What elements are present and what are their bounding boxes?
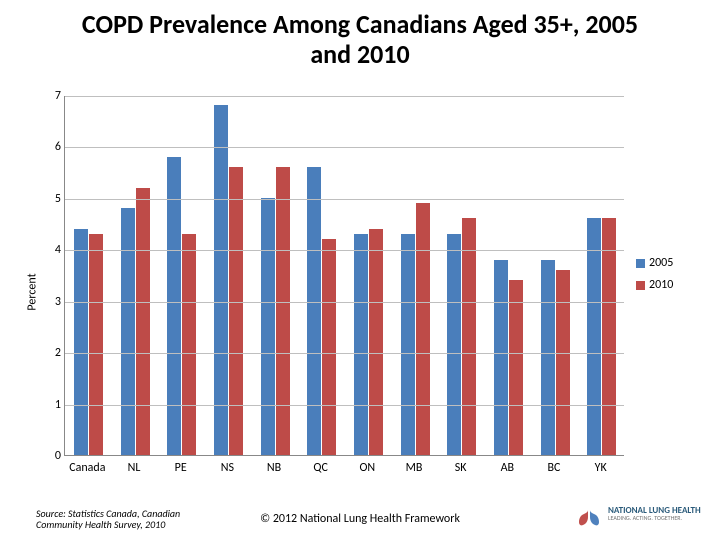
bar-2010-QC bbox=[322, 239, 336, 455]
bar-2010-NS bbox=[229, 167, 243, 455]
bar-2005-Canada bbox=[74, 229, 88, 455]
bar-2010-NB bbox=[276, 167, 290, 455]
copyright-text: © 2012 National Lung Health Framework bbox=[260, 512, 460, 526]
grid-line bbox=[65, 353, 624, 354]
plot-area: 01234567 bbox=[64, 96, 624, 456]
grid-line bbox=[65, 96, 624, 97]
grid-line bbox=[65, 250, 624, 251]
legend-label-2005: 2005 bbox=[649, 256, 673, 270]
lung-icon bbox=[574, 498, 604, 528]
y-tick: 2 bbox=[45, 346, 61, 360]
bar-2010-AB bbox=[509, 280, 523, 455]
x-tick: ON bbox=[359, 461, 375, 475]
bar-2010-YK bbox=[602, 218, 616, 455]
bar-2010-BC bbox=[556, 270, 570, 455]
y-tick: 0 bbox=[45, 449, 61, 463]
bar-2010-ON bbox=[369, 229, 383, 455]
x-tick: SK bbox=[455, 461, 467, 475]
bar-2010-Canada bbox=[89, 234, 103, 455]
y-tick: 1 bbox=[45, 398, 61, 412]
y-tick: 3 bbox=[45, 295, 61, 309]
bar-2005-NL bbox=[121, 208, 135, 455]
bar-2005-ON bbox=[354, 234, 368, 455]
bar-2010-NL bbox=[136, 188, 150, 455]
x-tick: AB bbox=[501, 461, 514, 475]
bar-2005-BC bbox=[541, 260, 555, 455]
bar-2005-NB bbox=[261, 198, 275, 455]
source-citation: Source: Statistics Canada, Canadian Comm… bbox=[36, 508, 226, 530]
brand-logo: NATIONAL LUNG HEALTH LEADING. ACTING. TO… bbox=[574, 496, 704, 530]
x-tick: NB bbox=[267, 461, 281, 475]
y-tick: 6 bbox=[45, 140, 61, 154]
source-line-2: Community Health Survey, 2010 bbox=[36, 518, 165, 531]
bar-2005-AB bbox=[494, 260, 508, 455]
y-tick: 5 bbox=[45, 192, 61, 206]
bar-2010-MB bbox=[416, 203, 430, 455]
legend-item-2005: 2005 bbox=[636, 256, 673, 270]
logo-text: NATIONAL LUNG HEALTH LEADING. ACTING. TO… bbox=[608, 506, 701, 521]
y-tick: 7 bbox=[45, 89, 61, 103]
x-tick: NS bbox=[221, 461, 234, 475]
grid-line bbox=[65, 405, 624, 406]
x-tick: MB bbox=[406, 461, 423, 475]
grid-line bbox=[65, 199, 624, 200]
bar-2005-PE bbox=[167, 157, 181, 455]
x-tick: PE bbox=[175, 461, 187, 475]
grid-line bbox=[65, 302, 624, 303]
grid-line bbox=[65, 147, 624, 148]
bars-container bbox=[65, 96, 624, 455]
x-tick: QC bbox=[313, 461, 327, 475]
bar-2005-NS bbox=[214, 105, 228, 455]
x-tick: NL bbox=[128, 461, 141, 475]
bar-2005-YK bbox=[587, 218, 601, 455]
bar-2005-SK bbox=[447, 234, 461, 455]
y-tick: 4 bbox=[45, 243, 61, 257]
chart-title: COPD Prevalence Among Canadians Aged 35+… bbox=[0, 0, 720, 76]
legend: 2005 2010 bbox=[636, 256, 673, 300]
x-tick: BC bbox=[548, 461, 561, 475]
x-tick: YK bbox=[595, 461, 607, 475]
legend-label-2010: 2010 bbox=[649, 278, 673, 292]
legend-swatch-2010 bbox=[636, 281, 645, 290]
bar-2005-MB bbox=[401, 234, 415, 455]
bar-2010-PE bbox=[182, 234, 196, 455]
legend-item-2010: 2010 bbox=[636, 278, 673, 292]
legend-swatch-2005 bbox=[636, 259, 645, 268]
y-axis-label: Percent bbox=[26, 273, 40, 310]
x-tick: Canada bbox=[69, 461, 105, 475]
bar-2005-QC bbox=[307, 167, 321, 455]
chart-area: Percent 01234567 CanadaNLPENSNBQCONMBSKA… bbox=[36, 96, 686, 488]
bar-2010-SK bbox=[462, 218, 476, 455]
